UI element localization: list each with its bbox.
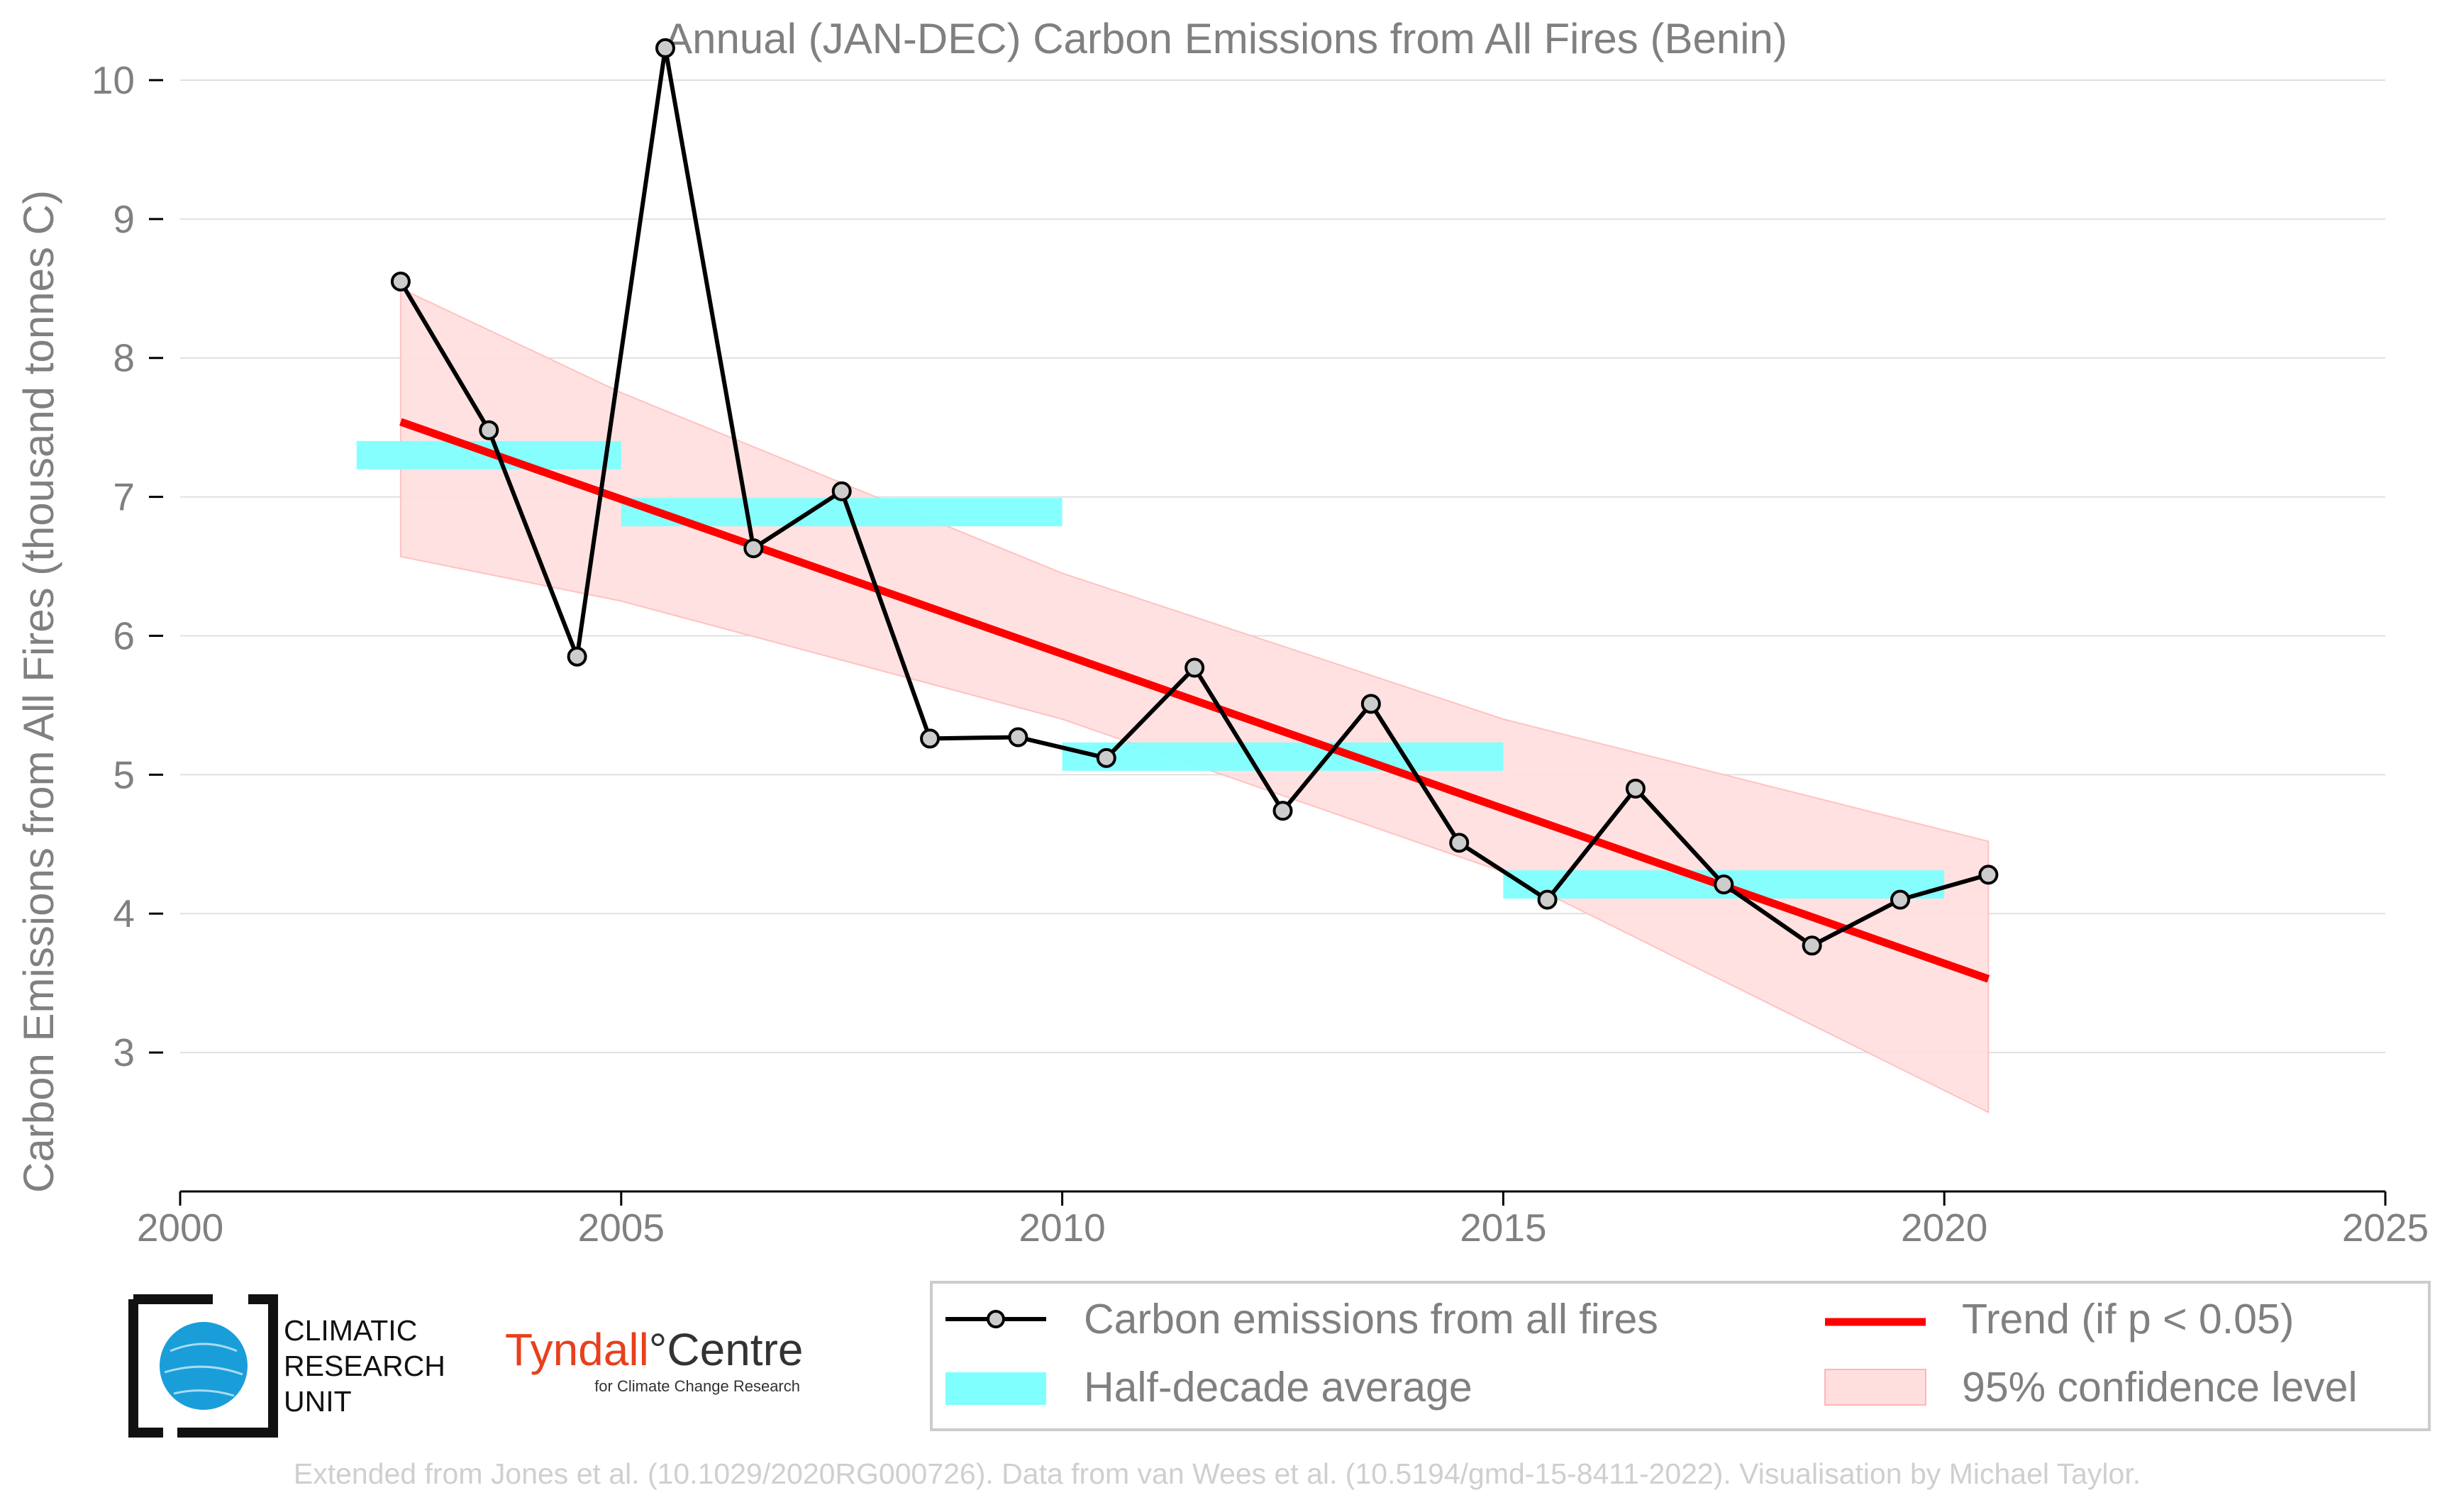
cru-line-2: RESEARCH — [284, 1350, 445, 1382]
y-tick-label-10: 10 — [91, 58, 135, 102]
data-point-2006 — [743, 538, 764, 559]
y-tick-label-9: 9 — [113, 197, 135, 241]
data-point-2007 — [831, 481, 852, 501]
data-point-2016 — [1625, 778, 1646, 799]
legend: Carbon emissions from all fires Half-dec… — [930, 1281, 2431, 1431]
y-axis-ticks: 3 4 5 6 7 8 9 10 — [91, 58, 163, 1074]
y-tick-label-5: 5 — [113, 752, 135, 796]
data-point-2003 — [479, 420, 499, 440]
data-point-2019 — [1890, 889, 1911, 910]
legend-confidence-label: 95% confidence level — [1962, 1364, 2358, 1411]
cru-frame-right — [177, 1294, 278, 1438]
legend-series-marker — [987, 1310, 1005, 1328]
cru-line-1: CLIMATIC — [284, 1314, 417, 1347]
data-point-2002 — [390, 271, 411, 291]
y-tick-label-6: 6 — [113, 613, 135, 657]
data-point-2012 — [1272, 801, 1293, 821]
data-point-2011 — [1185, 657, 1205, 678]
y-tick-label-3: 3 — [113, 1030, 135, 1074]
footer-credit: Extended from Jones et al. (10.1029/2020… — [294, 1457, 2141, 1490]
legend-confidence-swatch — [1824, 1369, 1926, 1406]
cru-frame-left — [128, 1294, 213, 1438]
data-point-2010 — [1096, 747, 1116, 768]
y-axis-label: Carbon Emissions from All Fires (thousan… — [15, 190, 62, 1193]
legend-half-decade-label: Half-decade average — [1084, 1364, 1472, 1411]
data-point-2013 — [1360, 694, 1381, 714]
tyndall-wordmark: Tyndall°Centre — [505, 1324, 803, 1375]
x-tick-label-2005: 2005 — [578, 1206, 665, 1250]
legend-box — [930, 1281, 2431, 1431]
data-point-2008 — [920, 728, 941, 749]
x-tick-label-2020: 2020 — [1901, 1206, 1987, 1250]
half-decade-bar-2 — [1062, 742, 1504, 771]
x-tick-label-2000: 2000 — [137, 1206, 223, 1250]
data-point-2004 — [567, 646, 587, 667]
data-point-2020 — [1978, 865, 1999, 885]
data-point-2014 — [1449, 833, 1470, 853]
plot-area — [356, 38, 1999, 1113]
x-axis-ticks: 2000 2005 2010 2015 2020 2025 — [137, 1191, 2429, 1250]
globe-lines — [164, 1343, 243, 1397]
chart-title: Annual (JAN-DEC) Carbon Emissions from A… — [664, 15, 1787, 62]
x-tick-label-2025: 2025 — [2342, 1206, 2429, 1250]
data-point-2017 — [1714, 874, 1734, 895]
cru-logo: CLIMATIC RESEARCH UNIT — [128, 1294, 445, 1438]
data-point-2009 — [1008, 727, 1028, 747]
x-tick-label-2010: 2010 — [1019, 1206, 1105, 1250]
legend-half-decade-swatch — [945, 1372, 1046, 1405]
y-tick-label-4: 4 — [113, 891, 135, 935]
legend-trend-label: Trend (if p < 0.05) — [1962, 1296, 2294, 1343]
data-point-2005 — [655, 38, 675, 58]
x-tick-label-2015: 2015 — [1460, 1206, 1546, 1250]
y-tick-label-7: 7 — [113, 475, 135, 519]
legend-series-label: Carbon emissions from all fires — [1084, 1296, 1658, 1343]
tyndall-logo: Tyndall°Centre for Climate Change Resear… — [505, 1324, 803, 1395]
tyndall-subtitle: for Climate Change Research — [594, 1377, 800, 1395]
data-point-2018 — [1802, 935, 1822, 956]
cru-line-3: UNIT — [284, 1385, 352, 1418]
data-point-2015 — [1537, 889, 1558, 910]
y-tick-label-8: 8 — [113, 336, 135, 380]
trend-line — [399, 418, 1990, 983]
